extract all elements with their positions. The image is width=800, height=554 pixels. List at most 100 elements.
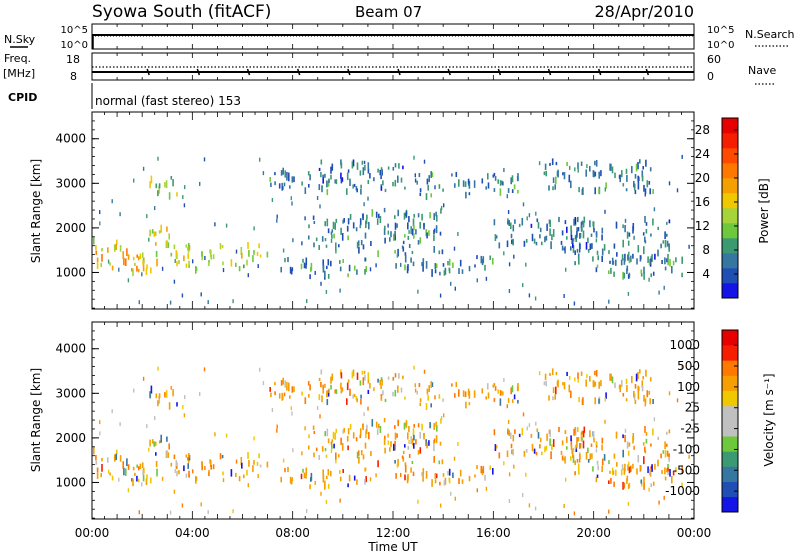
echo-cell bbox=[573, 511, 576, 516]
echo-cell bbox=[623, 482, 626, 489]
echo-cell bbox=[641, 170, 644, 178]
echo-cell bbox=[407, 264, 409, 271]
colorbar-swatch bbox=[722, 133, 738, 149]
echo-cell bbox=[465, 191, 467, 199]
echo-cell bbox=[644, 426, 646, 433]
echo-cell bbox=[283, 392, 286, 397]
echo-cell bbox=[566, 436, 568, 443]
echo-cell bbox=[331, 229, 334, 233]
echo-cell bbox=[192, 469, 194, 474]
echo-cell bbox=[523, 240, 526, 247]
echo-cell bbox=[439, 231, 442, 236]
echo-cell bbox=[96, 257, 99, 263]
echo-cell bbox=[576, 458, 579, 463]
echo-cell bbox=[99, 210, 101, 215]
echo-cell bbox=[667, 471, 669, 476]
echo-cell bbox=[549, 162, 551, 166]
echo-cell bbox=[435, 225, 438, 234]
echo-cell bbox=[622, 239, 624, 248]
echo-cell bbox=[166, 226, 168, 232]
echo-cell bbox=[495, 445, 498, 449]
echo-cell bbox=[342, 429, 344, 434]
echo-cell bbox=[178, 470, 180, 475]
velocity-cbar-tick: 1000 bbox=[669, 338, 700, 352]
echo-cell bbox=[667, 261, 669, 266]
echo-cell bbox=[304, 426, 306, 431]
echo-cell bbox=[541, 241, 543, 246]
echo-cell bbox=[570, 180, 572, 189]
echo-cell bbox=[324, 238, 327, 242]
y-tick-label: 3000 bbox=[55, 386, 86, 400]
echo-cell bbox=[164, 392, 166, 398]
echo-cell bbox=[407, 445, 410, 450]
echo-cell bbox=[667, 257, 669, 262]
echo-cell bbox=[257, 474, 259, 479]
echo-cell bbox=[175, 460, 178, 467]
echo-cell bbox=[552, 177, 555, 184]
echo-cell bbox=[348, 264, 351, 272]
echo-cell bbox=[493, 429, 496, 436]
echo-cell bbox=[182, 405, 184, 410]
echo-cell bbox=[404, 396, 406, 400]
echo-cell bbox=[537, 222, 540, 229]
echo-cell bbox=[259, 367, 261, 372]
echo-cell bbox=[361, 370, 363, 375]
echo-cell bbox=[444, 477, 447, 485]
echo-cell bbox=[626, 268, 628, 274]
echo-cell bbox=[658, 290, 660, 295]
echo-cell bbox=[359, 380, 362, 386]
echo-cell bbox=[448, 468, 451, 476]
echo-cell bbox=[637, 385, 639, 392]
colorbar-swatch bbox=[722, 193, 738, 209]
echo-cell bbox=[425, 193, 428, 200]
echo-cell bbox=[551, 158, 554, 165]
echo-cell bbox=[525, 472, 527, 477]
echo-cell bbox=[523, 450, 526, 457]
echo-cell bbox=[565, 477, 567, 482]
echo-cell bbox=[511, 189, 514, 193]
echo-cell bbox=[96, 262, 99, 269]
echo-cell bbox=[666, 233, 668, 237]
echo-cell bbox=[156, 468, 158, 477]
echo-cell bbox=[378, 423, 380, 429]
echo-cell bbox=[126, 248, 128, 257]
echo-cell bbox=[574, 427, 577, 435]
echo-cell bbox=[435, 211, 437, 217]
echo-cell bbox=[150, 385, 153, 394]
echo-cell bbox=[511, 239, 513, 245]
echo-cell bbox=[402, 165, 404, 170]
echo-cell bbox=[621, 464, 624, 471]
echo-cell bbox=[512, 238, 514, 246]
echo-cell bbox=[441, 459, 444, 465]
echo-cell bbox=[369, 383, 371, 389]
echo-cell bbox=[394, 460, 396, 464]
echo-cell bbox=[578, 186, 580, 193]
echo-cell bbox=[384, 225, 386, 230]
echo-cell bbox=[427, 394, 429, 401]
echo-cell bbox=[333, 443, 335, 449]
echo-cell bbox=[371, 419, 374, 427]
nsky-tick-top: 10^5 bbox=[61, 25, 88, 36]
echo-cell bbox=[309, 384, 311, 391]
echo-cell bbox=[652, 399, 654, 404]
echo-cell bbox=[419, 237, 422, 244]
echo-cell bbox=[648, 487, 650, 492]
echo-cell bbox=[644, 446, 646, 452]
echo-cell bbox=[530, 223, 533, 228]
echo-cell bbox=[633, 445, 635, 450]
echo-cell bbox=[125, 468, 127, 476]
echo-cell bbox=[145, 478, 148, 486]
echo-cell bbox=[155, 461, 158, 468]
echo-cell bbox=[459, 469, 462, 477]
y-tick-label: 3000 bbox=[55, 176, 86, 190]
y-tick-label: 1000 bbox=[55, 475, 86, 489]
echo-cell bbox=[596, 474, 599, 478]
echo-cell bbox=[429, 212, 431, 219]
echo-cell bbox=[380, 385, 382, 390]
echo-cell bbox=[235, 249, 238, 254]
echo-cell bbox=[618, 384, 621, 389]
echo-cell bbox=[499, 188, 502, 196]
echo-cell bbox=[664, 266, 667, 271]
echo-cell bbox=[286, 381, 288, 386]
echo-cell bbox=[642, 232, 645, 236]
